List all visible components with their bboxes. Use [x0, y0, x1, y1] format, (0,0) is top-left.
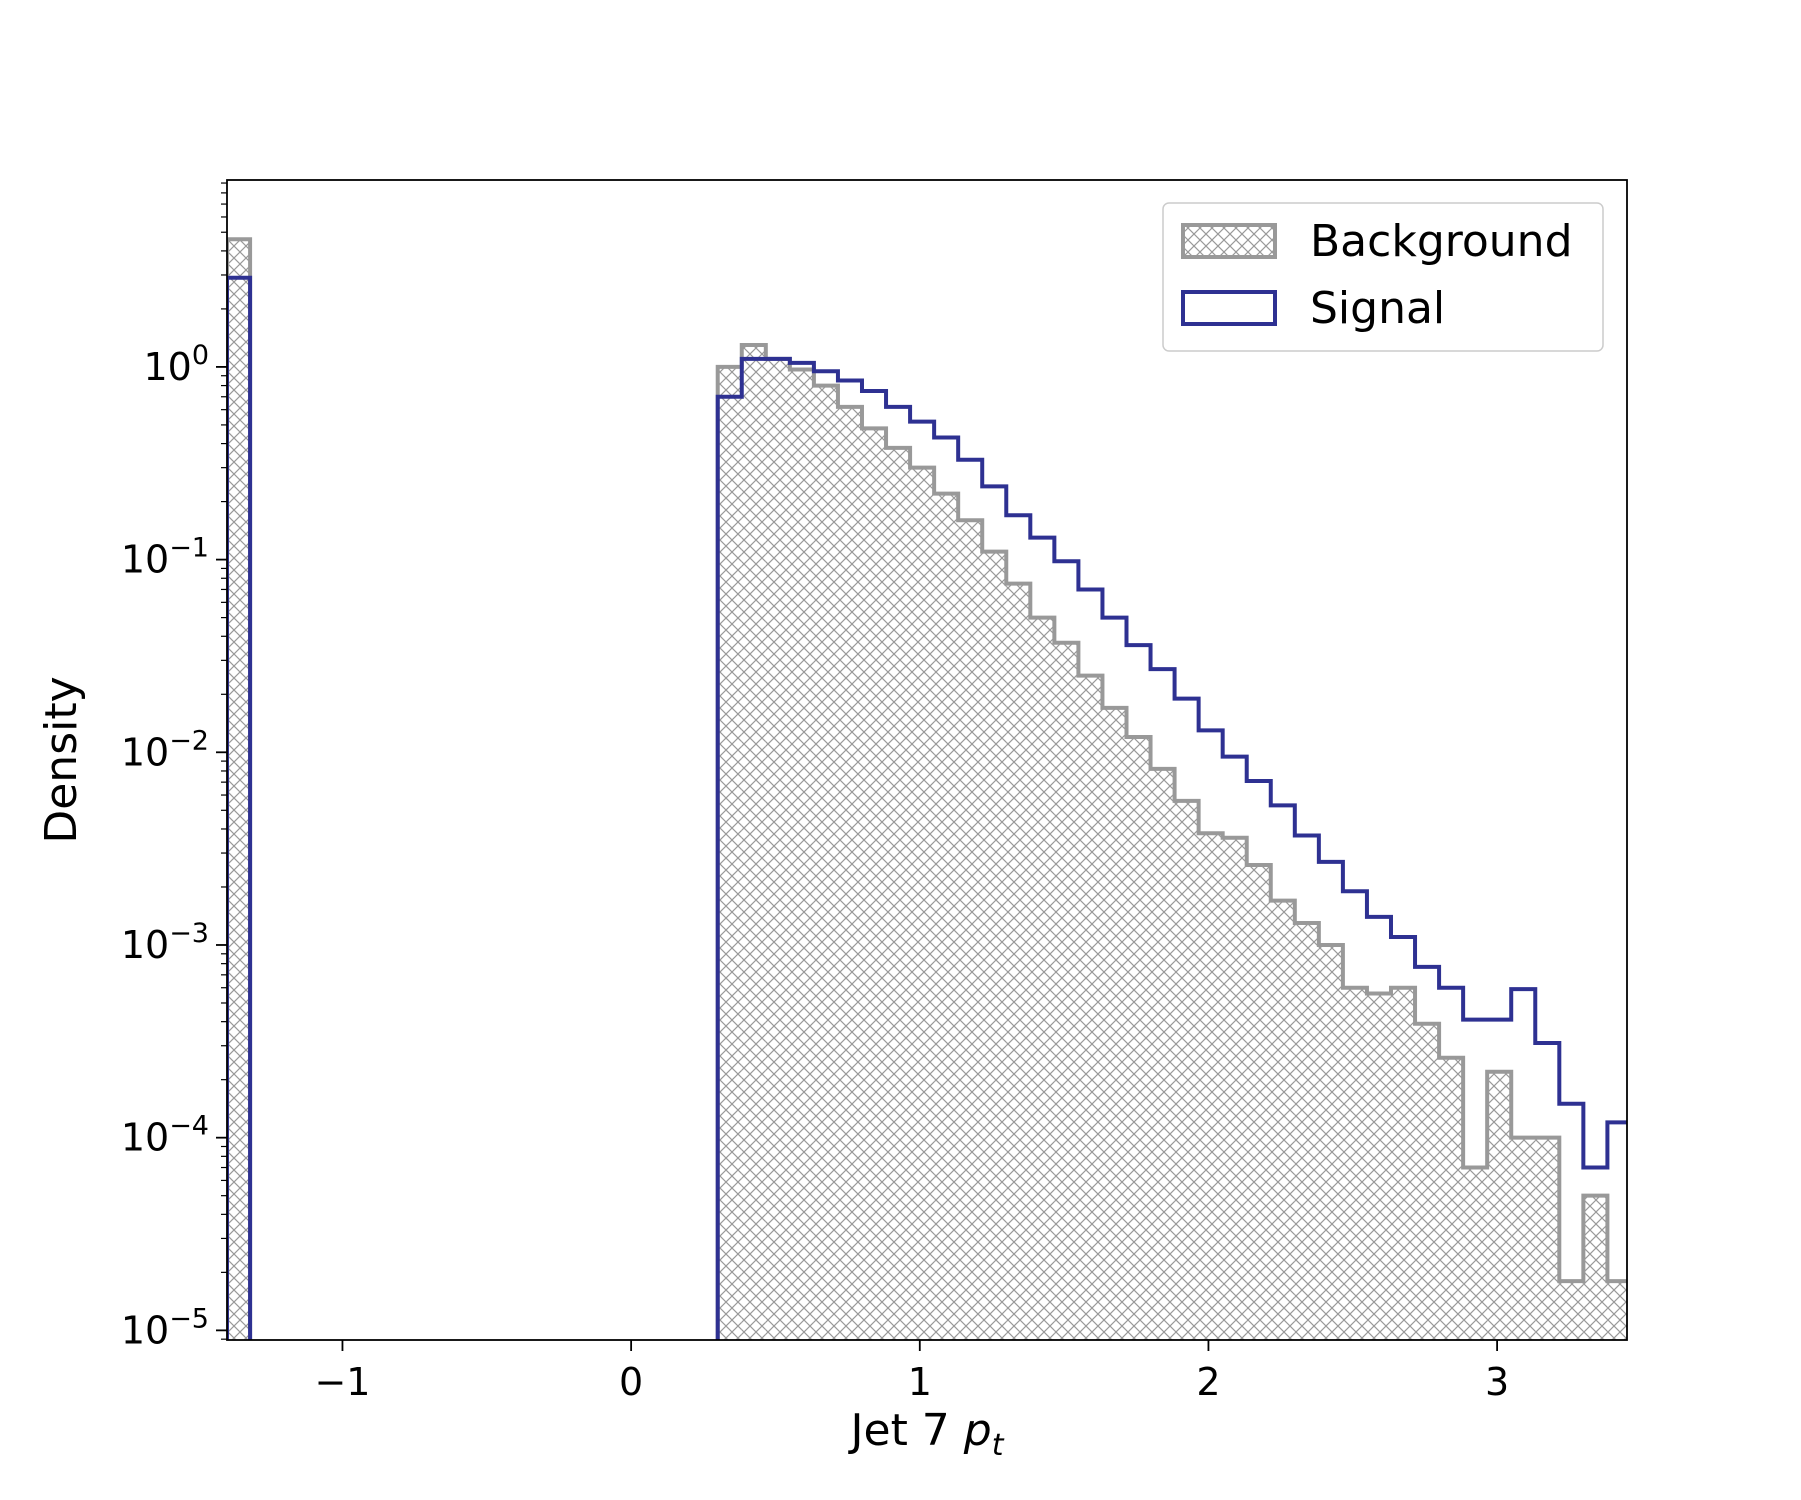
- histogram-bin: [1680, 1330, 1704, 1500]
- histogram-bin: [227, 239, 251, 1340]
- series-signal: [227, 275, 1752, 1500]
- histogram-bin: [1366, 993, 1391, 1340]
- series-outline: [227, 275, 253, 1340]
- histogram-bin: [1270, 900, 1295, 1340]
- y-axis-label: Density: [36, 676, 87, 843]
- series-background: [227, 237, 1728, 1500]
- legend-swatch-signal: [1181, 290, 1277, 326]
- x-axis: −1 0 1 2 3: [314, 1340, 1509, 1404]
- y-tick-label: 10−2: [121, 725, 209, 774]
- x-tick-label: −1: [314, 1360, 370, 1404]
- histogram-bin: [1222, 837, 1247, 1340]
- histogram-bin: [958, 520, 983, 1340]
- histogram-bin: [1439, 1057, 1464, 1340]
- histogram-bin: [1559, 1281, 1584, 1340]
- histogram-bin: [1680, 1330, 1704, 1500]
- histogram-bin: [1006, 583, 1031, 1340]
- histogram-bin: [1728, 1196, 1752, 1500]
- x-tick-label: 0: [619, 1360, 643, 1404]
- histogram-bin: [837, 406, 862, 1340]
- histogram-bin: [1655, 1196, 1679, 1500]
- histogram-bin: [1294, 923, 1319, 1340]
- legend-swatch-background: [1181, 223, 1277, 259]
- y-tick-label: 10−5: [121, 1303, 209, 1352]
- x-axis-label: Jet 7 pt: [848, 1405, 1005, 1463]
- y-axis: 100 10−1 10−2 10−3 10−4 10−5: [121, 182, 227, 1352]
- histogram-bin: [1318, 944, 1343, 1340]
- histogram-bin: [910, 467, 935, 1340]
- series-outline: [715, 356, 1627, 1340]
- y-tick-label: 10−3: [121, 918, 209, 967]
- y-tick-label: 100: [143, 340, 209, 389]
- histogram-bin: [1030, 617, 1055, 1340]
- histogram-bin: [934, 493, 959, 1340]
- histogram-bin: [1704, 1330, 1728, 1500]
- x-tick-label: 2: [1196, 1360, 1220, 1404]
- legend-label-background: Background: [1310, 216, 1573, 267]
- histogram-bin: [1631, 1168, 1655, 1500]
- histogram-bin: [1704, 1230, 1728, 1500]
- y-tick-label: 10−1: [121, 533, 209, 582]
- histogram-bin: [1583, 1195, 1608, 1340]
- histogram-bin: [765, 358, 790, 1340]
- x-axis-label-main: Jet 7: [848, 1405, 964, 1456]
- histogram-bin: [886, 447, 911, 1340]
- plot-frame: [226, 179, 1628, 1341]
- histogram-bin: [1390, 987, 1416, 1340]
- histogram-bin: [1487, 1071, 1512, 1340]
- histogram-bin: [982, 551, 1007, 1340]
- histogram-bin: [813, 385, 838, 1340]
- histogram-bin: [1126, 737, 1151, 1340]
- histogram-bin: [1150, 768, 1175, 1340]
- histogram-bin: [861, 428, 887, 1340]
- histogram-bin: [1511, 1137, 1536, 1340]
- histogram-bin: [1246, 865, 1271, 1340]
- histogram-bin: [1535, 1137, 1560, 1340]
- histogram-bin: [1198, 833, 1223, 1340]
- histogram-bin: [1054, 642, 1079, 1340]
- histogram-bin: [1174, 800, 1199, 1340]
- histogram-bin: [1631, 1330, 1655, 1500]
- histogram-bin: [1342, 987, 1367, 1340]
- x-tick-label: 3: [1485, 1360, 1509, 1404]
- histogram-layer: [227, 237, 1752, 1500]
- histogram-bin: [717, 366, 742, 1340]
- legend-label-signal: Signal: [1310, 283, 1445, 334]
- histogram-bin: [1102, 707, 1127, 1340]
- histogram-bin: [1078, 675, 1103, 1340]
- x-axis-label-symbol: p: [963, 1405, 992, 1456]
- histogram-bin: [1655, 1330, 1679, 1500]
- histogram-bin: [1415, 1023, 1440, 1340]
- legend: Background Signal: [1162, 202, 1604, 352]
- series-outline: [715, 342, 1627, 1340]
- histogram-bin: [741, 344, 766, 1340]
- y-tick-label: 10−4: [121, 1111, 209, 1160]
- x-axis-label-subscript: t: [992, 1428, 1005, 1463]
- x-tick-label: 1: [908, 1360, 932, 1404]
- histogram-bin: [1607, 1281, 1627, 1340]
- histogram-bin: [789, 369, 814, 1340]
- histogram-bin: [1463, 1167, 1488, 1340]
